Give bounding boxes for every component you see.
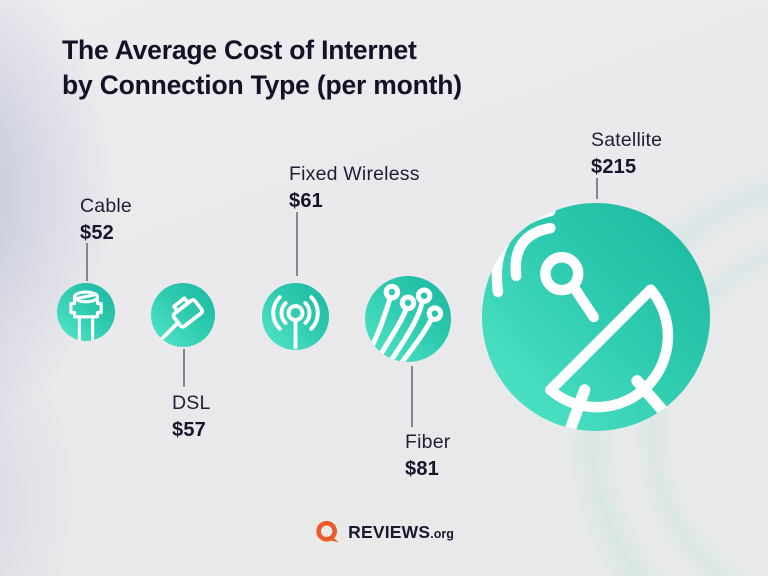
category-label: Cable <box>80 195 132 217</box>
category-label: Fiber <box>405 431 451 453</box>
category-label: Satellite <box>591 129 663 151</box>
label-cable: Cable $52 <box>80 194 132 246</box>
price-label: $215 <box>591 156 637 178</box>
category-label: Fixed Wireless <box>289 163 420 185</box>
brand-text: REVIEWS.org <box>348 522 454 543</box>
category-label: DSL <box>172 392 211 414</box>
brand-suffix: .org <box>430 527 454 541</box>
connector-line-fixed-wireless <box>296 212 298 276</box>
footer-brand: REVIEWS.org <box>0 519 768 546</box>
label-satellite: Satellite $215 <box>591 128 662 180</box>
satellite-dish-icon <box>491 205 687 431</box>
coax-cable-icon <box>69 290 103 341</box>
price-label: $52 <box>80 222 114 244</box>
bubble-fixed-wireless <box>262 283 329 350</box>
bubble-fiber <box>365 276 451 362</box>
bubble-satellite <box>482 203 710 431</box>
connector-line-cable <box>86 243 88 281</box>
bubble-cable <box>57 283 115 341</box>
fiber-optic-icon <box>367 283 444 362</box>
label-dsl: DSL $57 <box>172 391 211 443</box>
reviews-q-icon <box>316 520 340 543</box>
bubble-dsl <box>151 283 215 347</box>
price-label: $61 <box>289 190 323 212</box>
connector-line-dsl <box>183 349 185 387</box>
connector-line-satellite <box>596 178 598 199</box>
dsl-plug-icon <box>157 296 205 344</box>
price-label: $81 <box>405 458 439 480</box>
label-fixed-wireless: Fixed Wireless $61 <box>289 162 420 214</box>
chart-title-line2: by Connection Type (per month) <box>62 70 462 100</box>
connector-line-fiber <box>411 366 413 427</box>
chart-title-line1: The Average Cost of Internet <box>62 35 417 65</box>
antenna-icon <box>271 295 320 350</box>
brand-name: REVIEWS <box>348 522 431 542</box>
chart-title: The Average Cost of Internet by Connectio… <box>62 33 462 103</box>
label-fiber: Fiber $81 <box>405 430 450 482</box>
price-label: $57 <box>172 419 206 441</box>
